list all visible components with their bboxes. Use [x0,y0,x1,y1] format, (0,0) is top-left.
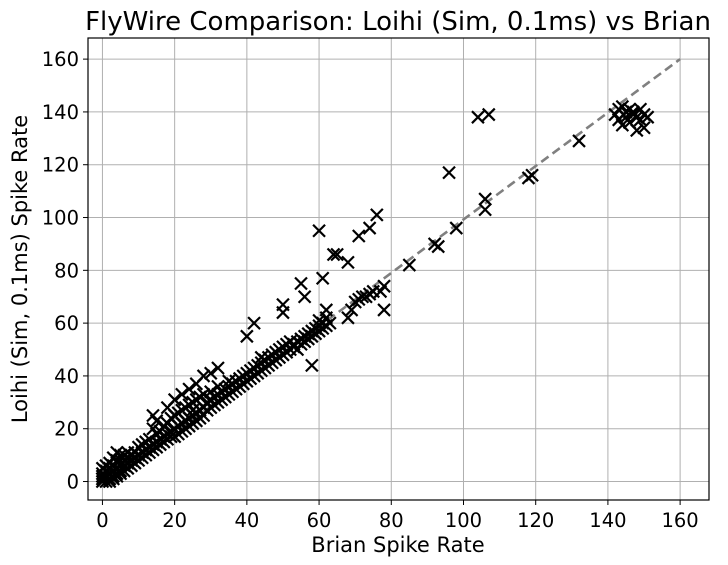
data-point-x-marker [276,297,290,312]
data-point-x-marker [370,208,384,222]
data-point-x-marker [167,392,182,407]
data-point-x-marker [449,221,464,235]
data-point-x-marker [471,110,485,124]
y-tick-label: 40 [54,365,79,388]
data-point-x-marker [211,361,225,375]
x-tick-label: 80 [379,509,404,532]
data-point-x-marker [319,303,334,317]
data-point-x-marker [402,258,417,272]
x-tick-label: 140 [589,509,626,532]
data-point-x-marker [297,289,312,304]
data-point-x-marker [525,168,539,183]
x-axis-ticks: 0 20 40 60 80 100 120 140 160 [96,500,699,532]
data-point-x-marker [164,429,178,444]
y-tick-label: 20 [54,418,79,441]
data-point-x-marker [247,316,261,330]
data-point-x-marker [341,311,355,325]
data-point-x-marker [478,192,492,206]
data-point-x-marker [315,271,330,286]
data-point-x-marker [344,303,359,317]
data-point-x-marker [326,247,341,262]
data-point-x-marker [481,107,496,122]
data-point-x-marker [149,414,164,428]
data-point-x-marker [630,123,644,138]
data-point-x-marker [615,118,630,132]
data-point-x-marker [175,387,189,402]
x-tick-label: 0 [96,509,108,532]
y-axis-label: Loihi (Sim, 0.1ms) Spike Rate [8,115,32,423]
y-tick-label: 60 [54,312,79,335]
data-point-x-marker [294,276,308,291]
data-point-x-marker [355,289,370,304]
x-tick-label: 160 [661,509,698,532]
x-tick-label: 40 [234,509,259,532]
data-point-x-marker [203,366,218,381]
data-point-x-marker [442,165,456,180]
x-tick-label: 60 [307,509,332,532]
y-tick-label: 160 [42,48,79,71]
data-points [95,99,655,489]
data-point-x-marker [330,247,344,262]
data-point-x-marker [312,223,326,238]
y-tick-label: 120 [42,154,79,177]
data-point-x-marker [352,229,366,243]
data-point-x-marker [431,239,445,254]
data-point-x-marker [305,358,319,373]
y-tick-label: 100 [42,207,79,230]
x-axis-label: Brian Spike Rate [311,533,484,557]
data-point-x-marker [637,120,651,135]
data-point-x-marker [341,255,355,270]
plot-frame [87,37,710,501]
data-point-x-marker [182,382,196,396]
data-point-x-marker [478,202,492,217]
y-axis-ticks: 0 20 40 60 80 100 120 140 160 [42,48,88,494]
data-point-x-marker [323,316,337,330]
data-point-x-marker [377,303,391,317]
y-tick-label: 80 [54,259,79,282]
y-tick-label: 140 [42,101,79,124]
chart-title: FlyWire Comparison: Loihi (Sim, 0.1ms) v… [85,7,711,37]
x-tick-label: 20 [162,509,187,532]
x-tick-label: 120 [517,509,554,532]
data-point-x-marker [362,221,377,235]
data-point-x-marker [377,279,391,293]
data-point-x-marker [240,329,254,344]
data-point-x-marker [572,134,586,148]
data-point-x-marker [196,387,211,402]
data-point-x-marker [196,369,211,383]
y-tick-label: 0 [67,471,79,494]
data-point-x-marker [640,110,655,124]
x-tick-label: 100 [445,509,482,532]
